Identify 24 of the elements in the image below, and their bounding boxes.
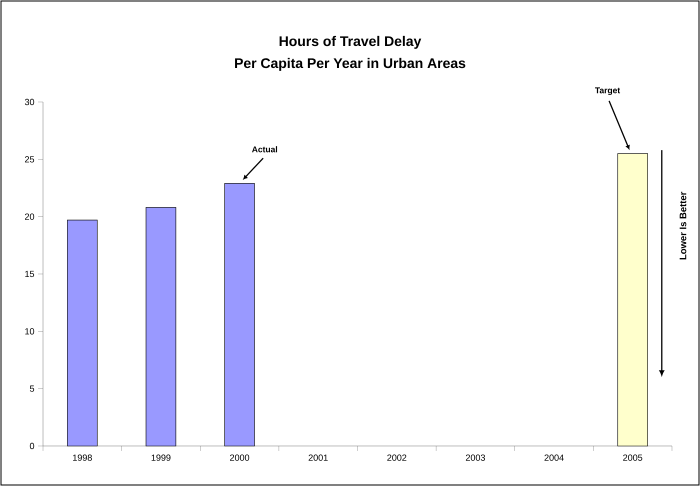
x-tick-label: 2003 (466, 454, 486, 461)
bar (67, 220, 98, 446)
y-tick-label: 15 (25, 270, 34, 278)
x-tick-label: 1998 (73, 454, 92, 461)
bar (224, 183, 255, 446)
bar (617, 153, 648, 446)
text: Target (594, 87, 620, 96)
x-tick-label: 1999 (152, 454, 170, 461)
x-tick-label: 2000 (230, 454, 250, 461)
chart-subtitle: Per Capita Per Year in Urban Areas (235, 58, 466, 71)
y-tick-label: 5 (30, 386, 34, 392)
x-tick-label: 2004 (544, 454, 564, 461)
x-tick-label: 2001 (308, 454, 328, 461)
bar (146, 207, 176, 446)
x-tick-label: 2005 (623, 454, 642, 461)
y-tick-label: 20 (24, 213, 34, 220)
y-tick-label: 10 (25, 328, 34, 334)
chart-title: Hours of Travel Delay (280, 36, 422, 49)
y-tick-label: 30 (24, 98, 34, 106)
y-tick-label: 0 (30, 442, 34, 450)
text: Lower Is Better (680, 192, 686, 260)
y-tick-label: 25 (24, 156, 34, 162)
x-tick-label: 2002 (387, 454, 406, 461)
annotation: Actual (252, 146, 278, 152)
